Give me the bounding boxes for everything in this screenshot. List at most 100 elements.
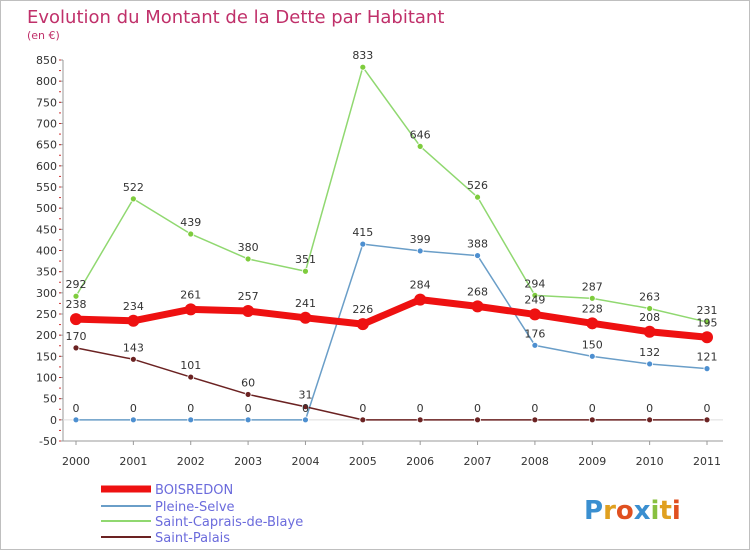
legend-label: Pleine-Selve [155, 500, 235, 515]
data-label: 0 [531, 402, 538, 415]
data-point [474, 252, 481, 259]
data-point [72, 292, 80, 300]
y-tick-label: 250 [36, 308, 57, 321]
data-label: 0 [359, 402, 366, 415]
data-labels: 238 234 261 257 241 226 284 268 249 228 208 195 0 0 0 0… [66, 49, 718, 415]
data-label: 226 [352, 303, 373, 316]
data-point [244, 416, 252, 424]
data-label: 132 [639, 346, 660, 359]
data-point [127, 314, 140, 327]
data-point [703, 318, 711, 326]
x-tick-label: 2002 [177, 455, 205, 468]
data-label: 257 [238, 290, 259, 303]
y-tick-label: 0 [50, 414, 57, 427]
data-point [531, 341, 539, 349]
data-point [531, 416, 539, 424]
data-point [588, 294, 596, 302]
y-tick-label: 550 [36, 181, 57, 194]
data-label: 121 [697, 351, 718, 364]
data-label: 263 [639, 290, 660, 303]
data-point [244, 391, 252, 398]
data-point [414, 293, 427, 306]
data-point [184, 303, 197, 316]
data-label: 143 [123, 341, 144, 354]
data-point [129, 355, 137, 363]
data-label: 522 [123, 181, 144, 194]
data-point [701, 331, 713, 344]
data-label: 399 [410, 233, 431, 246]
data-label: 268 [467, 285, 488, 298]
data-label: 526 [467, 179, 488, 192]
y-tick-label: 800 [36, 75, 57, 88]
y-tick-label: 850 [36, 54, 57, 67]
data-label: 294 [524, 277, 545, 290]
y-tick-label: 450 [36, 223, 57, 236]
x-tick-label: 2000 [62, 455, 90, 468]
svg-text:Proxiti: Proxiti [584, 496, 681, 526]
data-label: 228 [582, 302, 603, 315]
y-tick-label: 600 [36, 160, 57, 173]
legend: BOISREDON Pleine-SelveSaint-Caprais-de-Bl… [101, 483, 303, 546]
data-point [302, 403, 309, 411]
legend-label: Saint-Palais [155, 531, 230, 546]
data-label: 0 [73, 402, 80, 415]
data-point [646, 416, 654, 424]
data-point [416, 142, 424, 150]
x-tick-label: 2005 [349, 455, 377, 468]
data-label: 0 [417, 402, 424, 415]
data-point [70, 313, 82, 326]
x-tick-label: 2009 [578, 455, 606, 468]
chart-title: Evolution du Montant de la Dette par Hab… [27, 7, 444, 28]
data-label: 150 [582, 338, 603, 351]
data-label: 31 [298, 389, 312, 402]
y-tick-label: 150 [36, 350, 57, 363]
data-point [244, 255, 252, 263]
data-point [129, 416, 137, 424]
data-point [356, 318, 369, 331]
data-label: 261 [180, 288, 201, 301]
legend-label: BOISREDON [155, 483, 233, 498]
data-label: 0 [130, 402, 137, 415]
data-point [643, 325, 656, 338]
data-label: 0 [302, 402, 309, 415]
data-point [528, 308, 541, 321]
data-point [588, 416, 596, 424]
data-point [531, 291, 539, 299]
data-label: 101 [180, 359, 201, 372]
data-label: 176 [524, 327, 545, 340]
y-tick-label: 100 [36, 372, 57, 385]
data-point [72, 416, 80, 424]
data-point [359, 240, 367, 248]
chart-subtitle: (en €) [27, 29, 60, 42]
y-tick-label: 50 [43, 393, 57, 406]
y-tick-label: 650 [36, 139, 57, 152]
data-label: 231 [697, 304, 718, 317]
data-label: 249 [524, 293, 545, 306]
data-point [416, 416, 424, 424]
data-label: 241 [295, 297, 316, 310]
data-point [646, 305, 654, 312]
data-label: 351 [295, 253, 316, 266]
data-label: 388 [467, 238, 488, 251]
data-point [72, 344, 80, 352]
data-label: 0 [245, 402, 252, 415]
x-tick-label: 2008 [521, 455, 549, 468]
data-point [299, 311, 312, 324]
data-label: 646 [410, 128, 431, 141]
data-point [187, 416, 195, 424]
legend-label: Saint-Caprais-de-Blaye [155, 515, 303, 530]
proxiti-logo: Proxiti [584, 496, 681, 526]
data-label: 238 [66, 298, 87, 311]
data-label: 234 [123, 300, 144, 313]
y-tick-label: 200 [36, 329, 57, 342]
data-label: 208 [639, 311, 660, 324]
data-point [416, 247, 424, 255]
y-tick-label: -50 [39, 435, 57, 448]
x-tick-label: 2007 [464, 455, 492, 468]
y-tick-label: 400 [36, 245, 57, 258]
x-tick-label: 2011 [693, 455, 721, 468]
data-point [359, 63, 367, 71]
data-label: 287 [582, 280, 603, 293]
data-label: 195 [697, 316, 718, 329]
